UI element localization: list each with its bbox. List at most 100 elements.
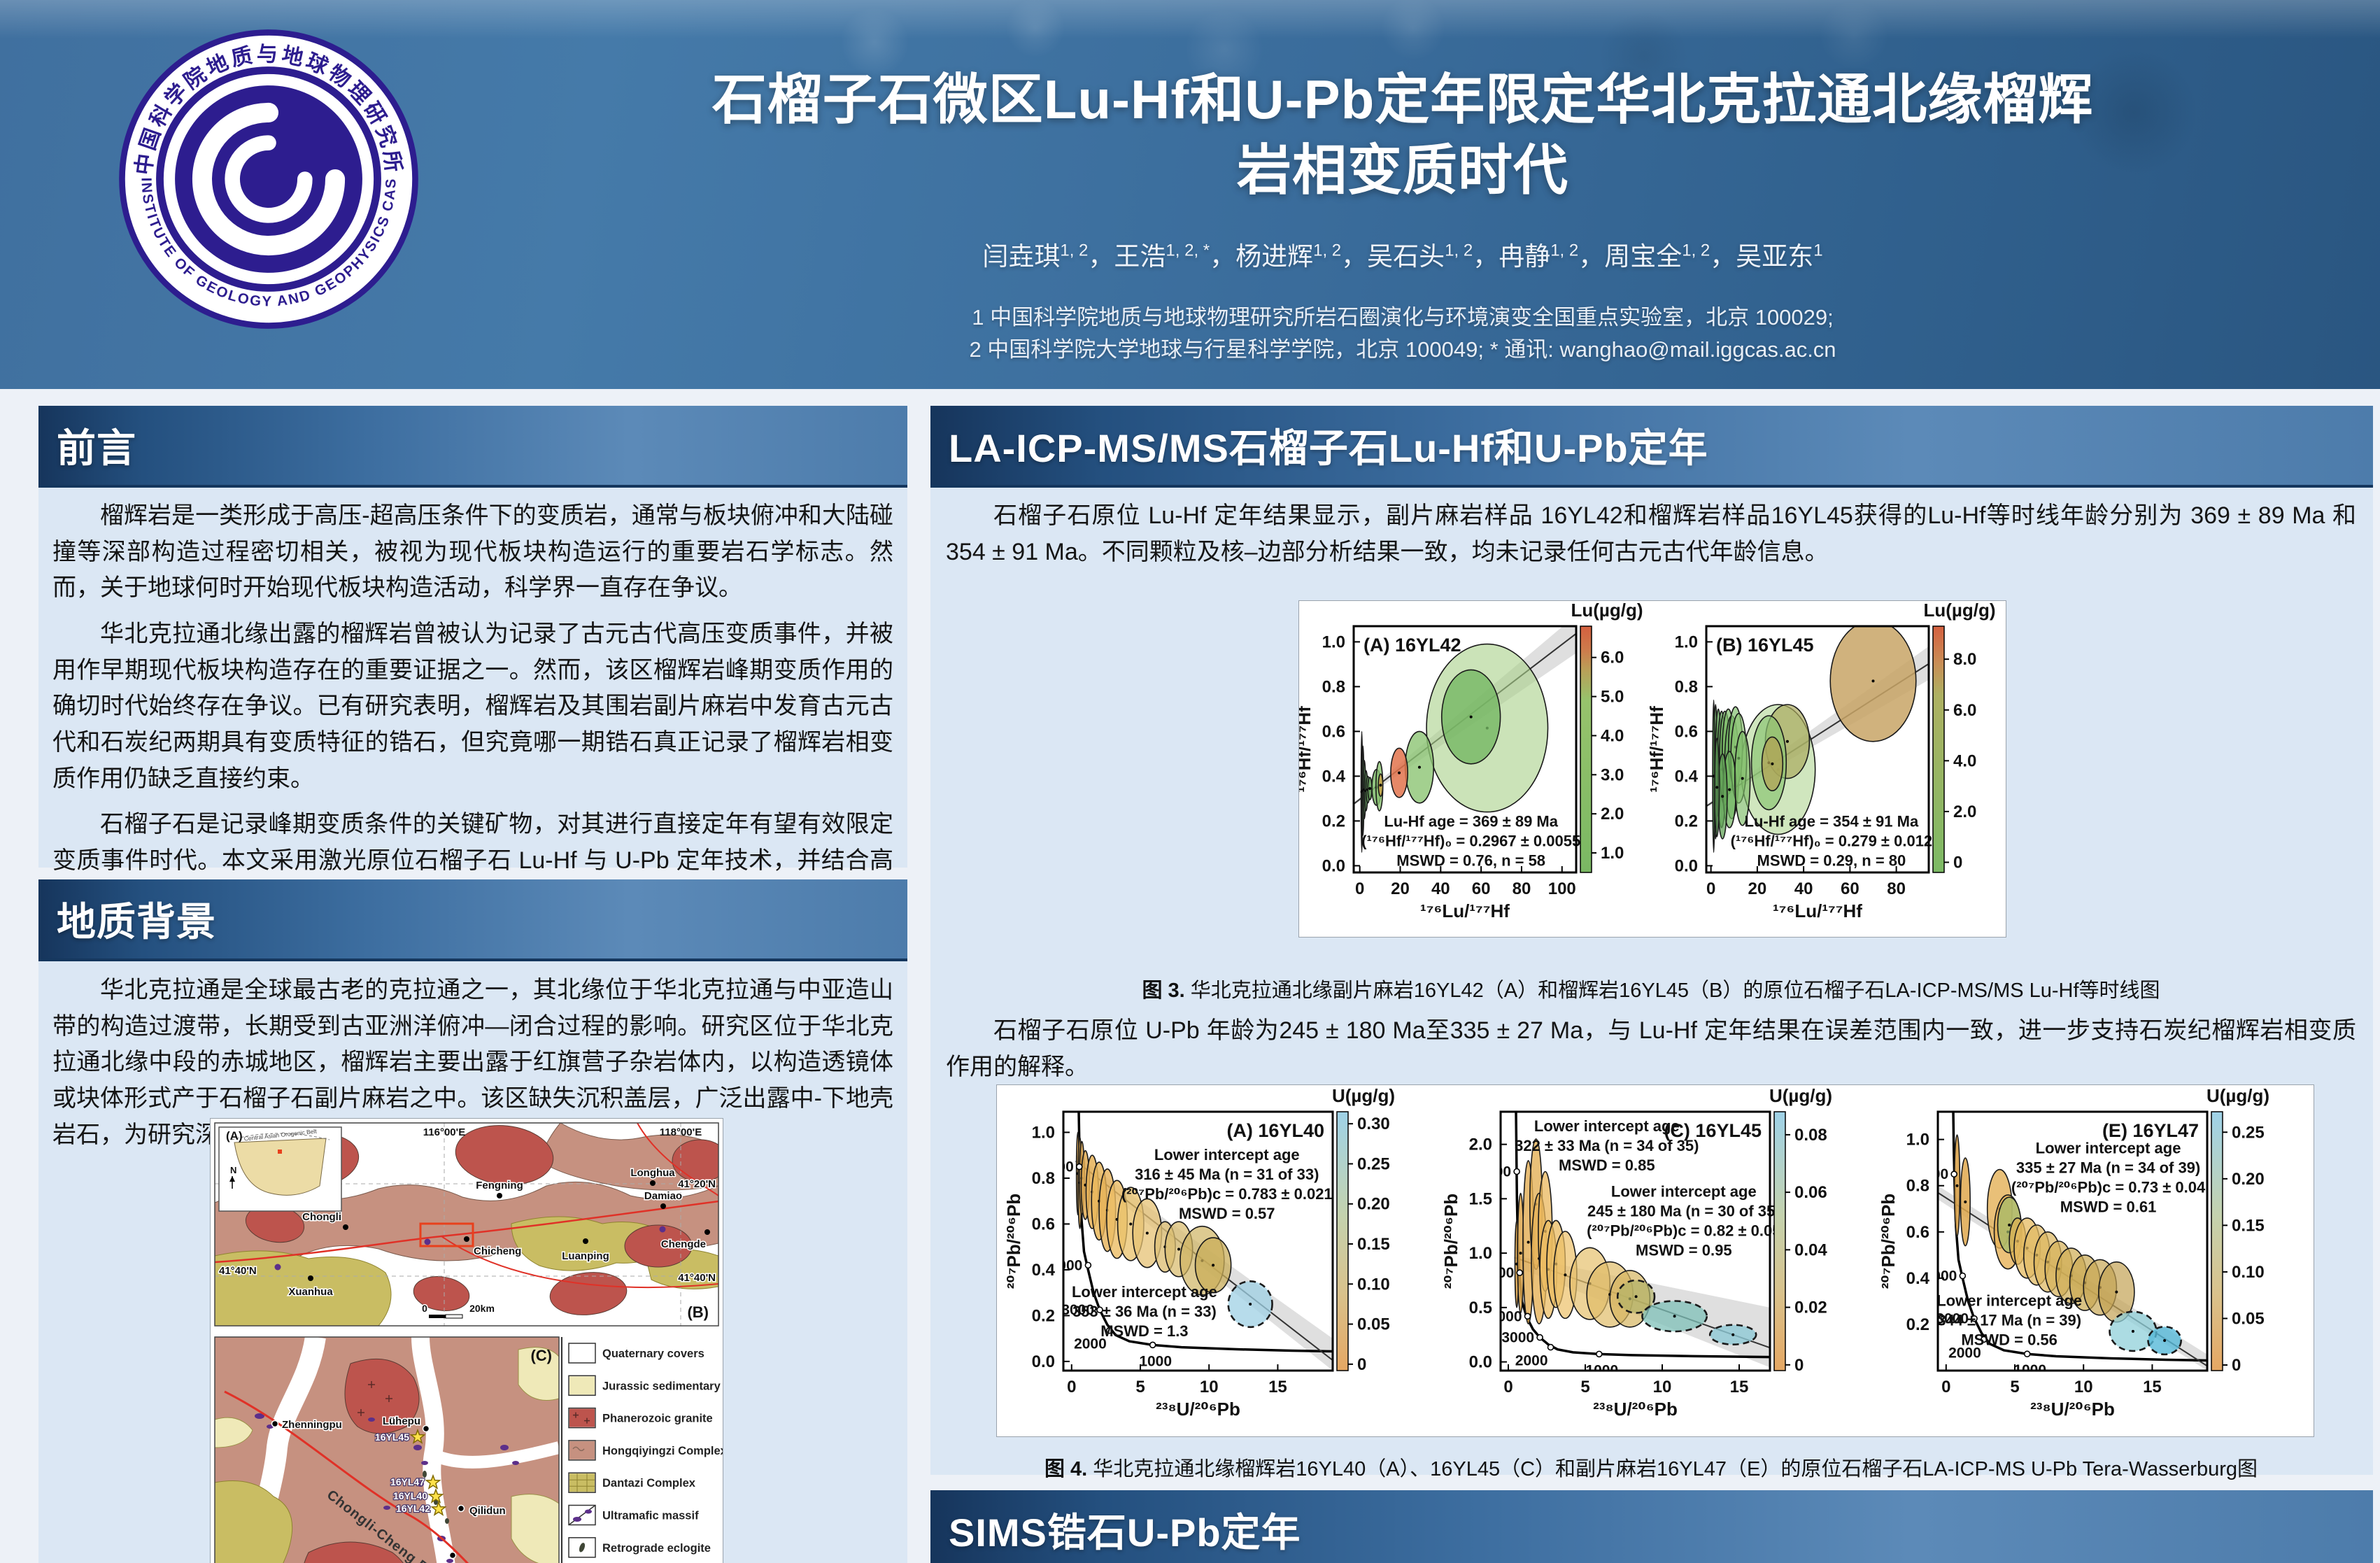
paragraph: 石榴子石原位 Lu-Hf 定年结果显示，副片麻岩样品 16YL42和榴辉岩样品1…	[946, 502, 2356, 565]
svg-text:U(µg/g): U(µg/g)	[1769, 1085, 1832, 1106]
svg-text:4000: 4000	[1925, 1268, 1957, 1285]
svg-text:10: 10	[1200, 1378, 1219, 1396]
svg-text:N: N	[230, 1165, 236, 1175]
svg-text:80: 80	[1887, 879, 1906, 898]
svg-text:Qilidun: Qilidun	[469, 1505, 506, 1517]
svg-text:6.0: 6.0	[1601, 649, 1624, 667]
svg-text:0.30: 0.30	[1357, 1115, 1390, 1133]
svg-text:0.25: 0.25	[1357, 1154, 1390, 1173]
svg-text:1000: 1000	[1585, 1362, 1618, 1378]
svg-text:0: 0	[422, 1303, 427, 1314]
svg-text:¹⁷⁶Lu/¹⁷⁷Hf: ¹⁷⁶Lu/¹⁷⁷Hf	[1420, 900, 1510, 921]
svg-text:²³⁸U/²⁰⁶Pb: ²³⁸U/²⁰⁶Pb	[1593, 1399, 1678, 1420]
svg-text:3.0: 3.0	[1601, 765, 1624, 784]
svg-text:0.4: 0.4	[1675, 767, 1699, 786]
svg-text:Lühepu: Lühepu	[383, 1415, 420, 1427]
svg-text:2.0: 2.0	[1601, 805, 1624, 823]
svg-text:U(µg/g): U(µg/g)	[1332, 1085, 1395, 1106]
author: 王浩1, 2, *	[1114, 241, 1210, 271]
svg-text:4.0: 4.0	[1953, 751, 1976, 770]
figure3-caption-text: 华北克拉通北缘副片麻岩16YL42（A）和榴辉岩16YL45（B）的原位石榴子石…	[1184, 979, 2160, 1002]
svg-text:16YL42: 16YL42	[396, 1503, 430, 1514]
svg-text:(C) 16YL45: (C) 16YL45	[1664, 1120, 1762, 1141]
svg-text:40: 40	[1794, 879, 1813, 898]
intro-heading: 前言	[57, 426, 136, 470]
svg-text:16YL45: 16YL45	[375, 1431, 409, 1443]
svg-text:0.4: 0.4	[1906, 1269, 1930, 1288]
svg-text:Quaternary covers: Quaternary covers	[602, 1348, 704, 1360]
svg-text:¹⁷⁶Hf/¹⁷⁷Hf: ¹⁷⁶Hf/¹⁷⁷Hf	[1646, 706, 1667, 793]
svg-text:(A) 16YL42: (A) 16YL42	[1363, 635, 1461, 656]
svg-text:0.15: 0.15	[1357, 1235, 1390, 1254]
svg-text:0: 0	[1794, 1356, 1804, 1375]
svg-text:Lower intercept age: Lower intercept age	[1154, 1146, 1300, 1164]
svg-text:Longhua: Longhua	[630, 1167, 675, 1179]
svg-text:0.8: 0.8	[1675, 677, 1698, 696]
svg-text:10: 10	[2074, 1378, 2093, 1396]
svg-text:¹⁷⁶Hf/¹⁷⁷Hf: ¹⁷⁶Hf/¹⁷⁷Hf	[1299, 706, 1315, 793]
svg-text:MSWD = 0.85: MSWD = 0.85	[1559, 1157, 1655, 1174]
svg-text:60: 60	[1841, 879, 1860, 898]
svg-text:4000: 4000	[1489, 1308, 1522, 1324]
svg-text:MSWD = 0.61: MSWD = 0.61	[2060, 1198, 2157, 1215]
svg-text:41°40'N: 41°40'N	[678, 1272, 716, 1284]
svg-text:0.04: 0.04	[1794, 1240, 1827, 1259]
svg-text:10: 10	[1653, 1378, 1672, 1396]
svg-text:20km: 20km	[469, 1303, 495, 1314]
svg-text:Fengning: Fengning	[476, 1180, 523, 1191]
svg-text:0.8: 0.8	[1322, 677, 1345, 696]
figure3-svg: Lu-Hf age = 369 ± 89 Ma (¹⁷⁶Hf/¹⁷⁷Hf)₀ = …	[1294, 600, 1996, 921]
svg-text:MSWD = 0.95: MSWD = 0.95	[1636, 1241, 1732, 1259]
svg-text:1.0: 1.0	[1601, 844, 1624, 863]
svg-text:0.08: 0.08	[1794, 1126, 1827, 1145]
svg-text:8.0: 8.0	[1953, 650, 1976, 669]
svg-text:0.8: 0.8	[1032, 1169, 1055, 1188]
svg-text:16YL47: 16YL47	[390, 1476, 425, 1487]
svg-text:0: 0	[1357, 1355, 1366, 1374]
plot-area	[1706, 626, 1929, 872]
svg-text:Lower intercept age: Lower intercept age	[2036, 1139, 2181, 1157]
svg-text:5: 5	[1135, 1378, 1145, 1396]
plot-area: 6000 5000 4000 3000 2000 1000	[1489, 1112, 1770, 1378]
luhf-paragraph-2: 石榴子石原位 U-Pb 年龄为245 ± 180 Ma至335 ± 27 Ma，…	[946, 1013, 2356, 1095]
svg-text:0.15: 0.15	[2232, 1216, 2265, 1235]
svg-text:2.0: 2.0	[1953, 802, 1976, 821]
svg-text:16YL40: 16YL40	[393, 1490, 427, 1501]
luhf-section-header: LA-ICP-MS/MS石榴子石Lu-Hf和U-Pb定年	[930, 406, 2373, 488]
svg-text:0.0: 0.0	[1469, 1353, 1492, 1372]
svg-text:322 ± 33 Ma (n = 34 of 35): 322 ± 33 Ma (n = 34 of 35)	[1515, 1137, 1699, 1154]
svg-text:0.20: 0.20	[1357, 1195, 1390, 1214]
svg-text:0: 0	[2232, 1356, 2241, 1375]
svg-text:15: 15	[2143, 1378, 2162, 1396]
svg-text:Lu(µg/g): Lu(µg/g)	[1923, 601, 1995, 621]
author: 杨进辉1, 2	[1235, 241, 1342, 271]
svg-text:(C): (C)	[530, 1347, 552, 1364]
author: 吴亚东1	[1736, 241, 1823, 271]
svg-text:41°20'N: 41°20'N	[678, 1178, 716, 1190]
svg-text:Lower intercept age: Lower intercept age	[1534, 1117, 1680, 1135]
svg-text:41°40'N: 41°40'N	[219, 1265, 257, 1277]
svg-text:MSWD = 0.76, n = 58: MSWD = 0.76, n = 58	[1396, 851, 1545, 869]
svg-text:40: 40	[1431, 879, 1450, 898]
svg-text:0: 0	[1941, 1378, 1950, 1396]
figure4-caption: 图 4. 华北克拉通北缘榴辉岩16YL40（A）、16YL45（C）和副片麻岩1…	[946, 1452, 2356, 1482]
author-list: 闫垚琪1, 2，王浩1, 2, *，杨进辉1, 2，吴石头1, 2，冉静1, 2…	[982, 241, 1823, 271]
author: 吴石头1, 2	[1367, 241, 1473, 271]
svg-text:4.0: 4.0	[1601, 726, 1624, 745]
svg-text:0.05: 0.05	[1357, 1315, 1390, 1334]
svg-text:15: 15	[1268, 1378, 1287, 1396]
svg-text:Hongqiyingzi Complex: Hongqiyingzi Complex	[602, 1445, 723, 1457]
geologic-map-figure: Chongli Chicheng Xuanhua Fengning Luanping Lo…	[210, 1118, 754, 1563]
svg-text:(A) 16YL40: (A) 16YL40	[1226, 1120, 1324, 1141]
svg-text:Jurassic sedimentary rocks: Jurassic sedimentary rocks	[602, 1380, 723, 1392]
svg-text:Lu(µg/g): Lu(µg/g)	[1571, 601, 1643, 621]
svg-text:Chengde: Chengde	[661, 1238, 706, 1250]
svg-text:Chongli: Chongli	[302, 1211, 341, 1223]
luhf-heading: LA-ICP-MS/MS石榴子石Lu-Hf和U-Pb定年	[949, 426, 1708, 470]
svg-text:0: 0	[1953, 853, 1962, 872]
svg-text:353 ± 36 Ma (n = 33): 353 ± 36 Ma (n = 33)	[1072, 1303, 1217, 1320]
svg-text:¹⁷⁶Lu/¹⁷⁷Hf: ¹⁷⁶Lu/¹⁷⁷Hf	[1773, 900, 1862, 921]
svg-text:1000: 1000	[2013, 1362, 2046, 1378]
